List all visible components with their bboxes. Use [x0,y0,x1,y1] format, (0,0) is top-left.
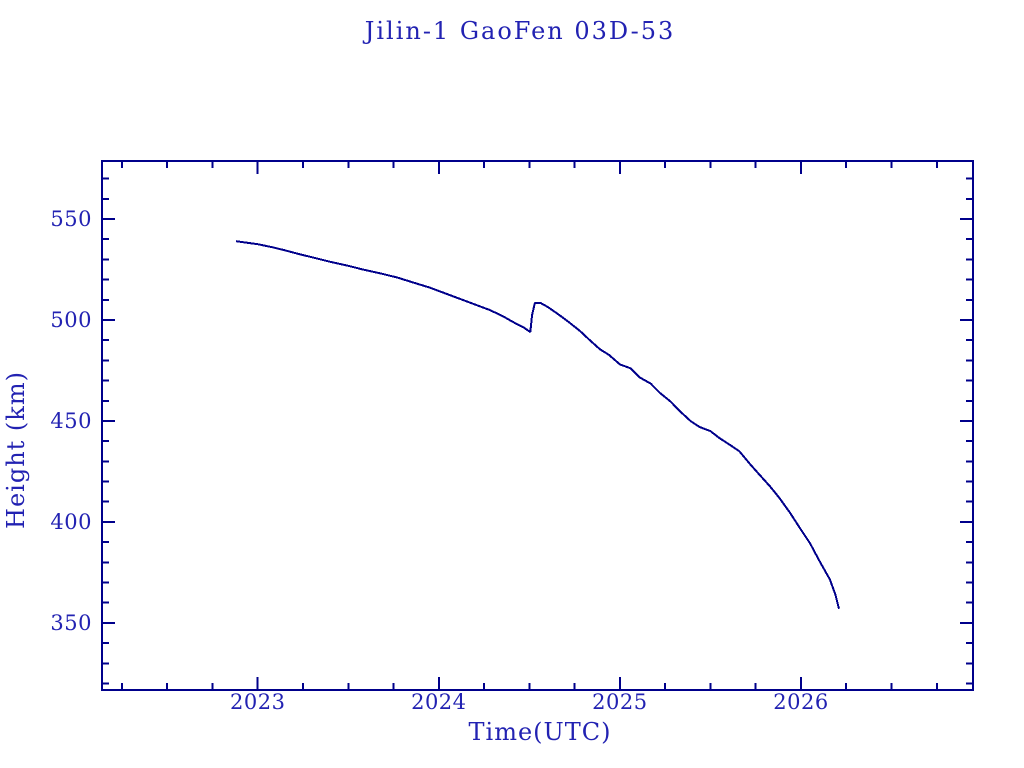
x-tick-label-2023: 2023 [230,690,285,714]
y-tick-label-550: 550 [50,207,92,231]
y-axis-label: Height (km) [2,371,30,529]
y-tick-label-350: 350 [50,611,92,635]
plot-frame [101,160,974,691]
x-tick-label-2024: 2024 [411,690,466,714]
chart-title: Jilin-1 GaoFen 03D-53 [362,17,676,45]
x-axis-label: Time(UTC) [469,718,612,746]
x-tick-label-2026: 2026 [773,690,828,714]
y-tick-label-500: 500 [50,308,92,332]
x-tick-label-2025: 2025 [592,690,647,714]
y-tick-label-450: 450 [50,409,92,433]
plot-area: 2023 2024 2025 2026 350 400 450 500 550 [50,160,974,714]
y-tick-label-400: 400 [50,510,92,534]
height-series-line [235,240,840,610]
